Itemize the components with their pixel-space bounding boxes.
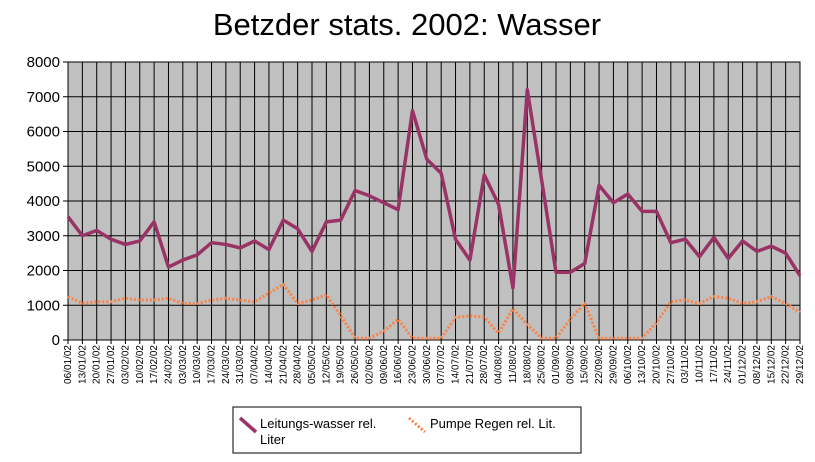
x-tick-label: 14/07/02 <box>451 345 462 384</box>
x-tick-label: 22/09/02 <box>594 345 605 384</box>
series-line-1 <box>66 88 802 290</box>
x-tick-label: 17/02/02 <box>149 345 160 384</box>
chart-title: Betzder stats. 2002: Wasser <box>213 7 601 42</box>
x-tick-label: 08/09/02 <box>565 345 576 384</box>
x-tick-label: 11/08/02 <box>508 345 519 384</box>
x-tick-label: 30/06/02 <box>422 345 433 384</box>
x-tick-label: 14/04/02 <box>264 345 275 384</box>
x-tick-label: 10/02/02 <box>135 345 146 384</box>
x-tick-label: 13/10/02 <box>637 345 648 384</box>
x-tick-label: 09/06/02 <box>379 345 390 384</box>
legend-swatch-2 <box>408 416 426 434</box>
x-tick-label: 24/02/02 <box>163 345 174 384</box>
plot-border <box>67 61 801 341</box>
y-tick-label: 0 <box>52 332 60 349</box>
x-tick-label: 15/09/02 <box>580 345 591 384</box>
x-tick-label: 07/07/02 <box>436 345 447 384</box>
y-tick-label: 6000 <box>27 124 60 141</box>
x-tick-label: 18/08/02 <box>522 345 533 384</box>
plot-area-group: 0 1000 2000 3000 4000 5000 6000 7000 8000 06/01/0… <box>27 54 806 384</box>
x-tick-label: 22/12/02 <box>781 345 792 384</box>
x-tick-label: 21/07/02 <box>465 345 476 384</box>
x-tick-label: 06/01/02 <box>63 345 74 384</box>
x-tick-label: 15/12/02 <box>766 345 777 384</box>
legend-box <box>232 406 582 454</box>
x-tick-label: 03/11/02 <box>680 345 691 384</box>
x-tick-label: 17/03/02 <box>207 345 218 384</box>
x-tick-label: 10/03/02 <box>192 345 203 384</box>
y-tick-label: 8000 <box>27 54 60 71</box>
x-tick-label: 01/12/02 <box>738 345 749 384</box>
series-line-2 <box>67 282 801 340</box>
x-tick-label: 20/01/02 <box>92 345 103 384</box>
y-tick-label: 7000 <box>27 89 60 106</box>
x-tick-label: 13/01/02 <box>77 345 88 384</box>
x-tick-label: 16/06/02 <box>393 345 404 384</box>
x-tick-label: 23/06/02 <box>407 345 418 384</box>
x-tick-label: 28/07/02 <box>479 345 490 384</box>
x-tick-label: 05/05/02 <box>307 345 318 384</box>
x-tick-label: 19/05/02 <box>336 345 347 384</box>
y-tick-label: 3000 <box>27 228 60 245</box>
x-tick-label: 10/11/02 <box>695 345 706 384</box>
x-tick-label: 31/03/02 <box>235 345 246 384</box>
x-tick-label: 06/10/02 <box>623 345 634 384</box>
x-tick-label: 03/02/02 <box>120 345 131 384</box>
x-tick-label: 24/11/02 <box>723 345 734 384</box>
y-tick-label: 1000 <box>27 297 60 314</box>
x-tick-label: 07/04/02 <box>250 345 261 384</box>
x-tick-label: 27/01/02 <box>106 345 117 384</box>
x-tick-label: 29/12/02 <box>795 345 806 384</box>
x-tick-label: 26/05/02 <box>350 345 361 384</box>
x-tick-label: 29/09/02 <box>608 345 619 384</box>
x-tick-label: 17/11/02 <box>709 345 720 384</box>
x-tick-label: 28/04/02 <box>293 345 304 384</box>
x-tick-label: 27/10/02 <box>666 345 677 384</box>
x-tick-label: 08/12/02 <box>752 345 763 384</box>
legend-label-1: Leitungs-wasser rel. Liter <box>260 416 376 447</box>
y-tick-label: 4000 <box>27 193 60 210</box>
legend-label-2: Pumpe Regen rel. Lit. <box>430 416 556 431</box>
legend: Leitungs-wasser rel. Liter Pumpe Regen rel… <box>232 406 582 454</box>
x-tick-label: 25/08/02 <box>537 345 548 384</box>
x-tick-label: 21/04/02 <box>278 345 289 384</box>
y-tick-label: 5000 <box>27 158 60 175</box>
x-tick-label: 24/03/02 <box>221 345 232 384</box>
legend-swatch-1 <box>238 416 258 434</box>
x-tick-label: 04/08/02 <box>494 345 505 384</box>
x-tick-label: 01/09/02 <box>551 345 562 384</box>
x-tick-label: 12/05/02 <box>321 345 332 384</box>
x-tick-label: 20/10/02 <box>651 345 662 384</box>
y-tick-label: 2000 <box>27 263 60 280</box>
x-tick-label: 03/03/02 <box>178 345 189 384</box>
x-tick-label: 02/06/02 <box>364 345 375 384</box>
